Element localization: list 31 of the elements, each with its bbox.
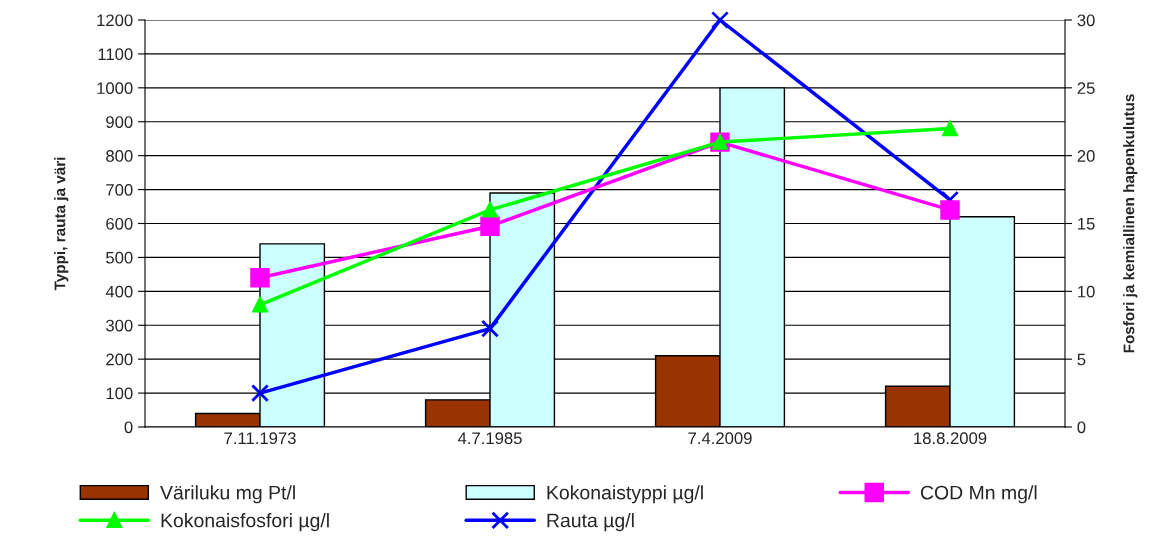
y-tick-label: 0 [124,421,133,434]
legend-label: Väriluku mg Pt/l [160,485,295,504]
y-tick-label: 1200 [97,14,133,27]
y-tick-label: 200 [106,353,133,366]
y-tick-label: 500 [106,251,133,264]
x-tick-label: 18.8.2009 [914,432,987,445]
y-axis-title: Typpi, rauta ja väri [54,157,69,291]
y-tick-label: 300 [106,319,133,332]
x-tick-label: 7.11.1973 [224,432,296,445]
y2-tick-label: 25 [1077,82,1095,95]
y2-tick-label: 5 [1077,353,1086,366]
y-tick-label: 1100 [98,48,133,61]
legend-label: COD Mn mg/l [920,485,1037,504]
y2-tick-label: 20 [1077,150,1095,162]
y-tick-label: 700 [106,183,133,196]
x-tick-label: 7.4.2009 [688,432,752,445]
y2-tick-label: 30 [1077,14,1095,27]
y2-tick-label: 10 [1078,285,1095,298]
y-tick-label: 900 [106,116,133,128]
y-tick-label: 1000 [97,82,133,95]
x-tick-label: 4.7.1985 [457,432,522,445]
y-tick-label: 100 [106,387,133,400]
legend-label: Kokonaistyppi µg/l [547,485,703,504]
legend-label: Kokonaisfosfori µg/l [161,513,329,532]
y-tick-label: 400 [105,285,133,298]
legend-label: Rauta µg/l [547,513,634,532]
y-tick-label: 600 [106,217,133,230]
y2-tick-label: 0 [1077,421,1086,434]
y2-axis-title: Fosfori ja kemiallinen hapenkulutus [1123,94,1138,353]
y-tick-label: 800 [106,150,133,162]
y2-tick-label: 15 [1078,218,1095,230]
